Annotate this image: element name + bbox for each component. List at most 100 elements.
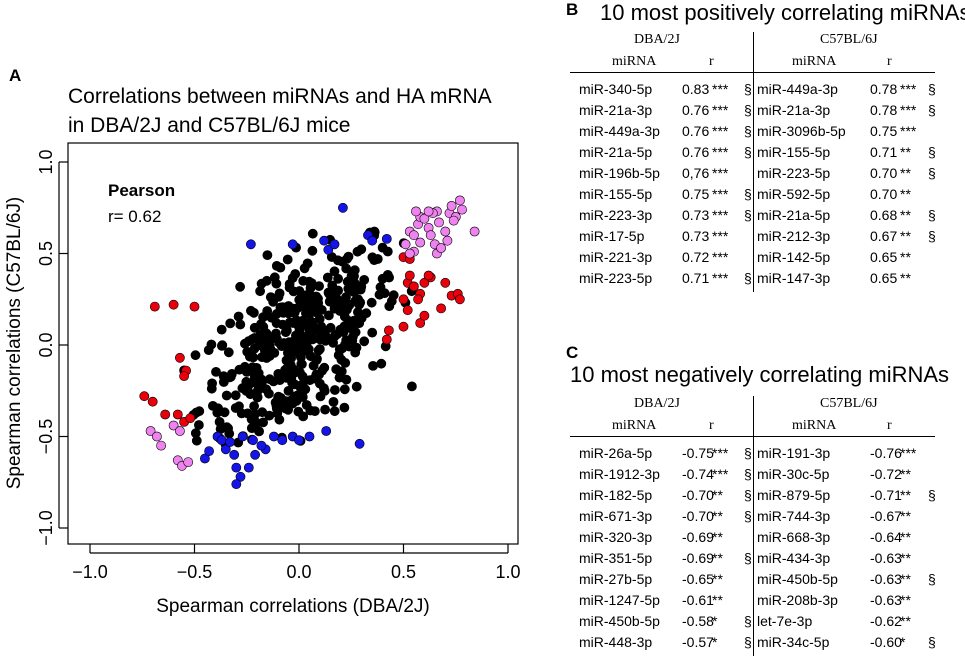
r-value-c57: -0.64: [870, 529, 902, 545]
data-point-pink: [404, 248, 415, 259]
data-point-red: [168, 299, 179, 310]
data-point-black: [225, 318, 236, 329]
data-point-red: [415, 318, 426, 328]
data-point-black: [315, 391, 326, 402]
points-layer: [139, 195, 480, 489]
data-point-black: [339, 311, 350, 322]
section-mark-dba: §: [744, 550, 752, 566]
scatter-plot: −1.0 −0.5 0.0 0.5 1.0 −1.0 −0.5 0.0 0.5 1.0 Pears…: [4, 142, 521, 617]
pearson-label: Pearson: [108, 181, 175, 200]
data-point-black: [406, 381, 417, 392]
data-point-black: [249, 322, 260, 333]
data-point-black: [217, 340, 228, 351]
data-point-black: [271, 308, 282, 319]
mirna-name-c57: miR-155-5p: [757, 144, 831, 160]
r-value-dba: -0.74: [682, 466, 714, 482]
r-value-dba: -0.57: [682, 634, 714, 650]
strain-c57-header: C57BL/6J: [820, 32, 878, 47]
r-value-c57: -0.60: [870, 634, 902, 650]
significance-dba: ***: [712, 165, 729, 181]
data-point-black: [282, 254, 293, 265]
significance-c57: ***: [900, 81, 917, 97]
r-value-dba: -0.69: [682, 529, 714, 545]
data-point-black: [262, 250, 273, 260]
data-point-pink: [425, 230, 436, 241]
data-point-black: [256, 378, 267, 389]
y-tick-label: 0.0: [36, 332, 56, 357]
data-point-black: [324, 288, 334, 299]
r-value-dba: 0.72: [682, 249, 710, 265]
panel-letter-a: A: [9, 66, 22, 85]
r-value-c57: 0.78: [870, 81, 898, 97]
data-point-blue: [287, 239, 298, 250]
data-point-blue: [367, 235, 378, 246]
mirna-name-dba: miR-221-3p: [579, 249, 653, 265]
section-mark-dba: §: [744, 102, 752, 118]
mirna-name-c57: miR-223-5p: [757, 165, 831, 181]
data-point-black: [295, 367, 305, 378]
data-point-blue: [268, 431, 279, 442]
data-point-red: [179, 371, 189, 381]
data-point-blue: [323, 244, 334, 255]
data-point-blue: [237, 431, 248, 442]
data-point-blue: [235, 471, 246, 482]
significance-c57: **: [900, 592, 911, 608]
data-point-blue: [216, 435, 227, 446]
data-point-black: [274, 288, 285, 299]
data-point-black: [255, 286, 265, 297]
data-point-black: [296, 359, 307, 369]
strain-dba-header: DBA/2J: [634, 32, 680, 47]
mirna-name-dba: miR-21a-3p: [579, 102, 653, 118]
data-point-red: [147, 396, 158, 407]
data-point-black: [234, 401, 244, 412]
mirna-name-c57: miR-21a-3p: [757, 102, 831, 118]
data-point-black: [356, 281, 367, 292]
section-mark-c57: §: [928, 81, 936, 97]
data-point-red: [419, 277, 430, 288]
data-point-pink: [183, 457, 194, 467]
data-point-blue: [225, 437, 235, 447]
r-value-dba: 0.76: [682, 144, 710, 160]
section-mark-c57: §: [928, 165, 936, 181]
table-row: miR-449a-3p 0.76 *** § miR-3096b-5p 0.75 ***: [570, 121, 935, 142]
table-row: miR-221-3p 0.72 *** miR-142-5p 0.65 **: [570, 247, 935, 268]
data-point-black: [283, 404, 293, 415]
y-axis-label: Spearman correlations (C57BL/6J): [4, 197, 25, 490]
col-r-header: r: [709, 54, 714, 69]
data-point-black: [319, 362, 330, 373]
r-value-dba: 0.73: [682, 207, 710, 223]
data-point-black: [366, 297, 377, 308]
data-point-black: [304, 276, 315, 287]
data-point-pink: [156, 440, 166, 451]
mirna-name-c57: miR-3096b-5p: [757, 123, 846, 139]
significance-dba: ***: [712, 270, 729, 286]
r-value-c57: 0.65: [870, 270, 898, 286]
panel-letter-b: B: [566, 0, 579, 19]
col-r-header: r: [709, 418, 714, 433]
data-point-black: [258, 417, 268, 428]
significance-c57: **: [900, 249, 911, 265]
r-value-c57: 0.71: [870, 144, 898, 160]
data-point-black: [249, 343, 260, 354]
significance-dba: **: [712, 550, 723, 566]
data-point-black: [352, 296, 363, 306]
data-point-black: [384, 272, 394, 283]
mirna-name-dba: miR-27b-5p: [579, 571, 653, 587]
data-point-black: [271, 328, 281, 339]
mirna-name-dba: miR-671-3p: [579, 508, 653, 524]
data-point-red: [189, 301, 200, 312]
data-point-black: [285, 360, 296, 370]
data-point-red: [419, 310, 430, 321]
section-mark-c57: §: [928, 571, 936, 587]
data-point-black: [273, 391, 284, 402]
data-point-black: [323, 310, 334, 321]
mirna-name-c57: miR-208b-3p: [757, 592, 838, 608]
significance-c57: **: [900, 186, 911, 202]
mirna-name-dba: miR-223-3p: [579, 207, 653, 223]
y-tick-label: −0.5: [36, 419, 56, 455]
data-point-pink: [415, 237, 426, 248]
table-row: miR-671-3p -0.70 ** § miR-744-3p -0.67 **: [570, 506, 935, 527]
significance-c57: **: [900, 228, 911, 244]
mirna-name-dba: miR-320-3p: [579, 529, 653, 545]
r-value-c57: -0.67: [870, 508, 902, 524]
